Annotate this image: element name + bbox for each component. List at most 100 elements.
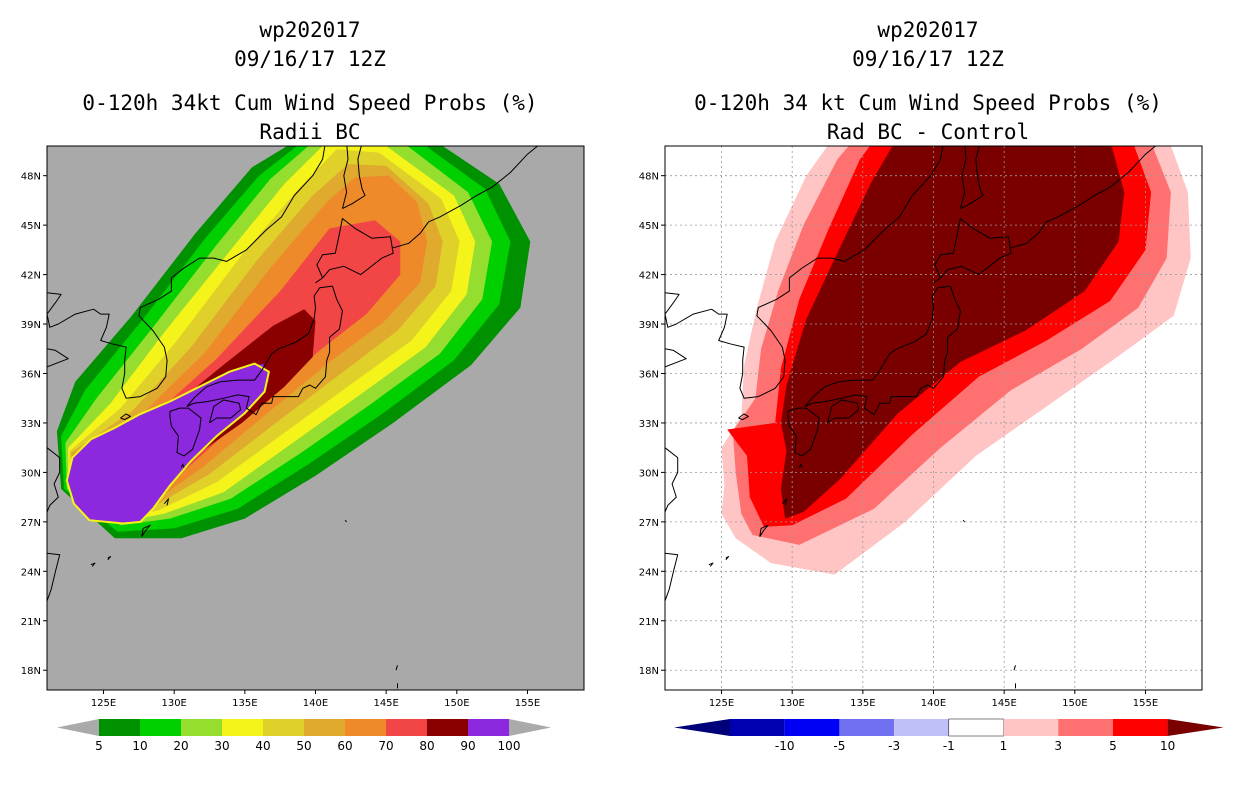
right-coastline-segment — [787, 407, 820, 457]
right-ytick-label-21N: 21N — [639, 617, 659, 628]
right-coastline-segment — [962, 519, 965, 523]
left-colorbar-bin-9 — [468, 719, 509, 736]
left-coastline-segment — [180, 463, 185, 468]
left-coastline-segment — [169, 407, 202, 457]
left-coastline-segment — [47, 292, 94, 328]
left-coastline-segment — [47, 348, 69, 368]
right-coastline-segment — [804, 285, 961, 416]
left-coastline-segment — [120, 413, 131, 421]
right-xtick-label-145E: 145E — [991, 698, 1016, 709]
right-coastline-segment — [1009, 146, 1157, 249]
left-colorbar-label-5: 5 — [95, 739, 103, 753]
right-difference-contours — [721, 146, 1191, 575]
right-colorbar-bin-0 — [730, 719, 785, 736]
left-colorbar-right-end — [509, 719, 551, 736]
right-coastline-segment — [665, 348, 687, 368]
right-ytick-label-27N: 27N — [639, 518, 659, 529]
left-colorbar-bin-1 — [140, 719, 181, 736]
right-ytick-label-33N: 33N — [639, 419, 659, 430]
right-xtick-label-150E: 150E — [1062, 698, 1087, 709]
left-chart-subtitle: Radii BC — [259, 120, 360, 144]
left-ytick-label-18N: 18N — [21, 666, 41, 677]
right-xtick-label-140E: 140E — [921, 698, 946, 709]
right-coastline-segment — [759, 524, 769, 537]
left-coastline-segment — [107, 556, 112, 561]
left-ytick-label-36N: 36N — [21, 369, 41, 380]
left-y-axis: 48N 45N 42N 39N 36N 33N 30N 27N 24N 21N 18N — [21, 172, 47, 677]
left-colorbar-left-end — [57, 719, 99, 736]
left-colorbar-label-40: 40 — [255, 739, 270, 753]
right-x-axis: 125E 130E 135E 140E 145E 150E 155E — [709, 690, 1158, 709]
right-colorbar-bin-7 — [1112, 719, 1168, 736]
right-gridlines — [665, 146, 1202, 690]
right-coastline-segment — [711, 267, 803, 399]
left-storm-id: wp202017 — [259, 18, 360, 42]
left-colorbar-label-30: 30 — [214, 739, 229, 753]
left-colorbar-bin-7 — [386, 719, 427, 736]
right-coastline-segment — [665, 447, 679, 513]
right-contour-10 — [780, 146, 1125, 519]
right-chart-subtitle: Rad BC - Control — [827, 120, 1029, 144]
right-xtick-label-125E: 125E — [709, 698, 734, 709]
right-storm-id: wp202017 — [877, 18, 978, 42]
left-colorbar-bin-5 — [304, 719, 345, 736]
left-coastline-segment — [315, 218, 394, 284]
right-coastline-segment — [725, 556, 730, 561]
right-coastline-segment — [781, 498, 787, 506]
right-xtick-label-135E: 135E — [850, 698, 875, 709]
left-coastline-segment — [183, 146, 326, 269]
left-coastline-segment — [141, 524, 151, 537]
left-ytick-label-27N: 27N — [21, 518, 41, 529]
right-ytick-label-24N: 24N — [639, 567, 659, 578]
right-colorbar-label--3: -3 — [888, 739, 900, 753]
right-coastline-segment — [738, 413, 749, 421]
right-coastline-segment — [708, 562, 714, 567]
right-ytick-label-48N: 48N — [639, 172, 659, 183]
left-xtick-label-140E: 140E — [303, 698, 328, 709]
left-coastline-segment — [163, 498, 169, 506]
left-ytick-label-30N: 30N — [21, 468, 41, 479]
left-coastline-segment — [395, 665, 398, 671]
right-colorbar-label-5: 5 — [1109, 739, 1117, 753]
right-coastline-segment — [798, 463, 803, 468]
right-coastlines — [665, 146, 1157, 689]
left-colorbar-label-90: 90 — [460, 739, 475, 753]
right-colorbar-label--1: -1 — [943, 739, 955, 753]
right-ytick-label-36N: 36N — [639, 369, 659, 380]
right-coastline-segment — [959, 146, 984, 210]
left-coastline-segment — [344, 519, 347, 523]
right-colorbar-bin-3 — [894, 719, 949, 736]
left-colorbar-label-70: 70 — [378, 739, 393, 753]
left-xtick-label-135E: 135E — [232, 698, 257, 709]
left-colorbar-label-80: 80 — [419, 739, 434, 753]
right-ytick-label-42N: 42N — [639, 271, 659, 282]
right-xtick-label-155E: 155E — [1133, 698, 1158, 709]
left-xtick-label-155E: 155E — [515, 698, 540, 709]
left-coastline-segment — [209, 399, 242, 424]
left-xtick-label-130E: 130E — [161, 698, 186, 709]
left-panel: wp202017 09/16/17 12Z 0-120h 34kt Cum Wi… — [21, 18, 585, 753]
left-colorbar-bin-3 — [222, 719, 263, 736]
right-coastline-segment — [801, 146, 944, 269]
left-ytick-label-24N: 24N — [21, 567, 41, 578]
left-coastline-segment — [47, 552, 61, 602]
left-colorbar: 5 10 20 30 40 50 60 70 80 90 100 — [57, 719, 551, 753]
right-coastline-segment — [1013, 665, 1016, 671]
right-chart-title: 0-120h 34 kt Cum Wind Speed Probs (%) — [694, 91, 1162, 115]
right-ytick-label-18N: 18N — [639, 666, 659, 677]
right-ytick-label-39N: 39N — [639, 320, 659, 331]
right-colorbar-label--5: -5 — [833, 739, 845, 753]
right-colorbar-label-10: 10 — [1160, 739, 1175, 753]
right-colorbar-bin-2 — [839, 719, 895, 736]
left-colorbar-label-20: 20 — [173, 739, 188, 753]
right-panel: wp202017 09/16/17 12Z 0-120h 34 kt Cum W… — [639, 18, 1224, 753]
right-coastline-segment — [665, 292, 712, 328]
right-colorbar-left-end — [674, 719, 730, 736]
left-ytick-label-48N: 48N — [21, 172, 41, 183]
left-colorbar-label-100: 100 — [498, 739, 521, 753]
right-coastline-segment — [827, 399, 860, 424]
left-coastline-segment — [186, 285, 343, 416]
left-colorbar-label-60: 60 — [337, 739, 352, 753]
left-colorbar-bin-6 — [345, 719, 386, 736]
